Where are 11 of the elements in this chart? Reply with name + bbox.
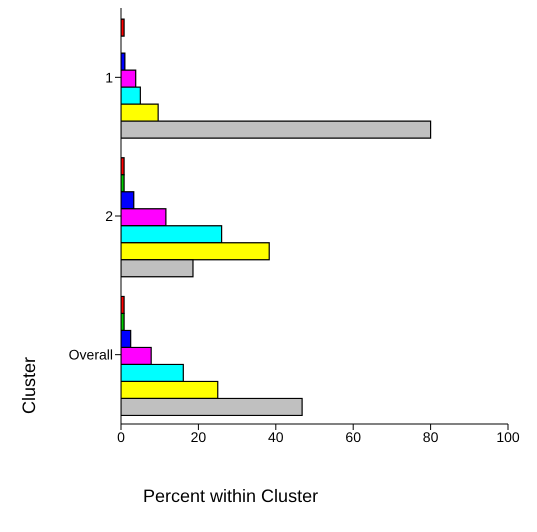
y-axis-title: Cluster	[19, 356, 39, 414]
x-tick-label: 40	[268, 428, 284, 445]
y-tick-label: 1	[105, 69, 114, 86]
x-tick-label: 80	[422, 428, 439, 445]
y-tick-label: 2	[105, 208, 114, 224]
x-tick-label: 20	[190, 428, 206, 445]
x-axis-title: Percent within Cluster	[143, 486, 318, 506]
x-tick-label: 60	[345, 428, 362, 445]
x-tick-label: 100	[496, 428, 520, 445]
x-tick-label: 0	[117, 428, 126, 445]
y-tick-label: Overall	[68, 346, 113, 363]
